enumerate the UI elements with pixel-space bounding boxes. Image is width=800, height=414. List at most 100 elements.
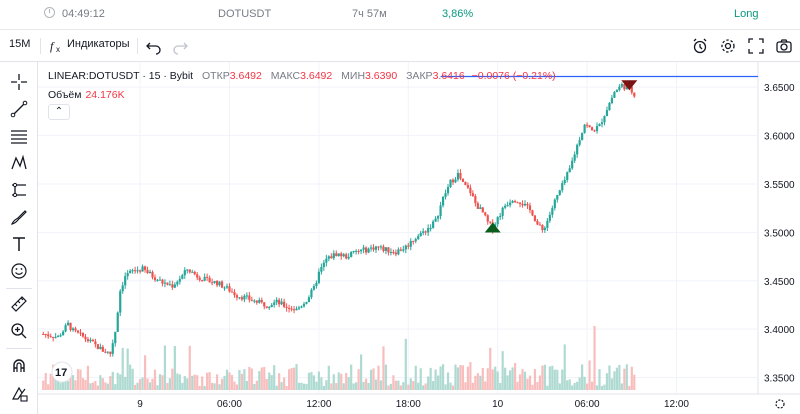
text-icon[interactable] [9,234,29,254]
candle-body [275,299,278,303]
volume-bar [541,365,544,390]
candle-body [623,84,626,90]
undo-icon[interactable] [145,37,163,55]
volume-bar [101,378,104,390]
volume-bar [47,384,50,390]
camera-snapshot-icon[interactable] [775,37,793,55]
lock-draw-icon[interactable] [9,383,29,403]
ruler-icon[interactable] [9,294,29,314]
volume-bar [573,383,576,390]
candle-body [330,256,333,259]
candle-body [268,306,271,308]
candle-body [253,300,256,302]
zoom-in-icon[interactable] [9,321,29,341]
candle-body [412,240,415,242]
candle-body [245,295,248,297]
candle-body [479,207,482,209]
volume-bar [345,372,348,390]
candle-body [355,250,358,252]
volume-bar [556,369,559,390]
candle-body [439,205,442,217]
indicators-button[interactable]: Индикаторы [67,38,130,50]
candle-body [407,245,410,247]
price-chart[interactable]: 3.6500 3.6000 3.5500 3.5000 3.4500 3.4000 3.35… [38,62,800,414]
candle-body [106,351,109,353]
candle-body [312,286,316,290]
crosshair-icon[interactable] [9,72,29,92]
volume-bar [546,385,549,390]
interval-button[interactable]: 15M [9,38,31,50]
volume-bar [459,365,462,390]
projection-icon[interactable] [9,180,29,200]
candle-body [302,303,306,307]
candle-body [52,336,55,338]
axis-settings-icon[interactable] [775,399,785,409]
candle-body [633,92,636,97]
candle-body [335,253,338,257]
candle-body [456,172,460,180]
magnet-icon[interactable] [9,356,29,376]
candle-body [449,179,452,188]
candle-body [571,160,574,169]
candle-body [464,181,467,186]
alert-clock-icon[interactable] [691,37,709,55]
candle-body [81,332,85,337]
candle-body [377,246,380,248]
volume-bar [206,372,209,390]
candle-body [84,336,87,340]
candle-body [605,110,609,117]
collapse-legend-button[interactable]: ⌃ [48,104,70,120]
volume-bar [111,371,114,390]
tool-divider [6,288,32,289]
candle-body [615,90,618,93]
candle-body [608,102,611,111]
candle-body [178,278,181,282]
fullscreen-icon[interactable] [747,37,765,55]
emoji-icon[interactable] [9,261,29,281]
volume-bar [223,375,226,390]
candle-body [129,270,132,274]
candle-body [66,322,70,326]
volume-bar [238,370,241,390]
candle-body [218,281,221,286]
low-label: МИН [341,70,366,82]
candle-body [402,249,405,251]
candle-body [541,225,544,230]
pattern-icon[interactable] [9,153,29,173]
candle-body [397,249,400,255]
volume-bar [389,383,393,390]
volume-bar [106,383,109,390]
candle-body [578,140,581,145]
candle-body [292,309,296,311]
volume-bar [325,380,328,390]
brush-icon[interactable] [9,207,29,227]
volume-bar [414,365,417,390]
volume-bar [603,384,606,390]
candle-body [176,281,179,285]
candle-body [603,116,606,123]
symbol-line[interactable]: LINEAR:DOTUSDT · 15 · Bybit [48,70,194,82]
volume-bar [220,378,224,390]
redo-icon[interactable] [171,37,189,55]
volume-bar [610,378,614,390]
volume-bar [183,376,186,390]
indicators-icon[interactable]: f x [48,37,66,55]
candle-body [183,270,186,276]
volume-bar [114,384,117,390]
candle-body [429,227,432,229]
volume-bar [615,367,618,390]
volume-bar [335,383,338,390]
volume-bar [305,383,308,390]
candle-body [347,256,350,259]
candle-body [618,86,621,91]
trend-line-icon[interactable] [9,99,29,119]
settings-gear-icon[interactable] [719,37,737,55]
candle-body [168,284,171,286]
fib-icon[interactable] [9,126,29,146]
candle-body [153,277,157,281]
volume-bar [173,346,176,390]
volume-bar [268,372,271,390]
candle-body [196,274,199,278]
volume-bar [253,383,256,390]
volume-bar [590,381,594,390]
